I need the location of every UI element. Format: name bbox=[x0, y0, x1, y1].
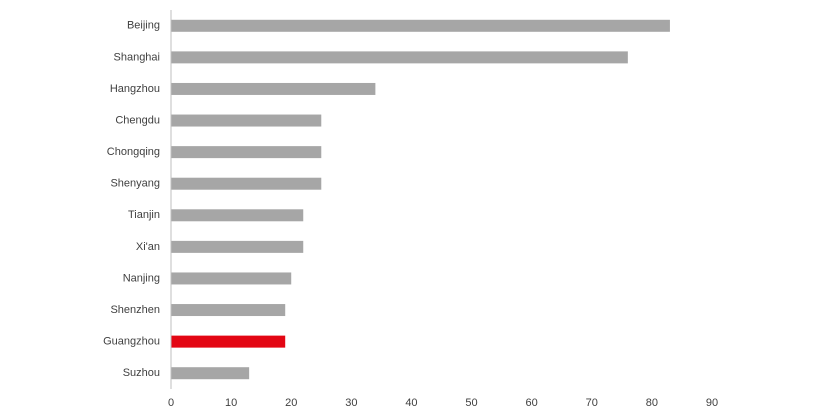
y-tick-label: Xi'an bbox=[136, 241, 160, 253]
bar bbox=[171, 177, 322, 190]
bar bbox=[171, 240, 304, 253]
bar bbox=[171, 335, 286, 348]
y-tick-label: Nanjing bbox=[123, 272, 160, 284]
bar bbox=[171, 82, 376, 95]
y-tick-label: Chongqing bbox=[107, 146, 160, 158]
x-tick-label: 40 bbox=[405, 397, 417, 409]
y-tick-label: Guangzhou bbox=[103, 336, 160, 348]
y-tick-label: Shanghai bbox=[114, 51, 161, 63]
bar bbox=[171, 209, 304, 222]
y-tick-label: Suzhou bbox=[123, 367, 160, 379]
bar bbox=[171, 19, 670, 32]
y-tick-label: Chengdu bbox=[115, 114, 160, 126]
x-tick-label: 20 bbox=[285, 397, 297, 409]
bar bbox=[171, 304, 286, 317]
x-tick-label: 60 bbox=[526, 397, 538, 409]
x-tick-label: 90 bbox=[706, 397, 718, 409]
x-tick-label: 70 bbox=[586, 397, 598, 409]
bar bbox=[171, 272, 292, 285]
x-tick-label: 30 bbox=[345, 397, 357, 409]
x-tick-label: 50 bbox=[465, 397, 477, 409]
y-tick-label: Tianjin bbox=[128, 209, 160, 221]
y-tick-label: Shenyang bbox=[110, 178, 160, 190]
bar bbox=[171, 51, 628, 64]
y-tick-label: Shenzhen bbox=[110, 304, 160, 316]
y-tick-label: Beijing bbox=[127, 20, 160, 32]
bar bbox=[171, 367, 250, 380]
bar bbox=[171, 114, 322, 127]
x-tick-label: 10 bbox=[225, 397, 237, 409]
x-tick-label: 0 bbox=[168, 397, 174, 409]
y-tick-label: Hangzhou bbox=[110, 83, 160, 95]
x-tick-label: 80 bbox=[646, 397, 658, 409]
bar bbox=[171, 146, 322, 159]
